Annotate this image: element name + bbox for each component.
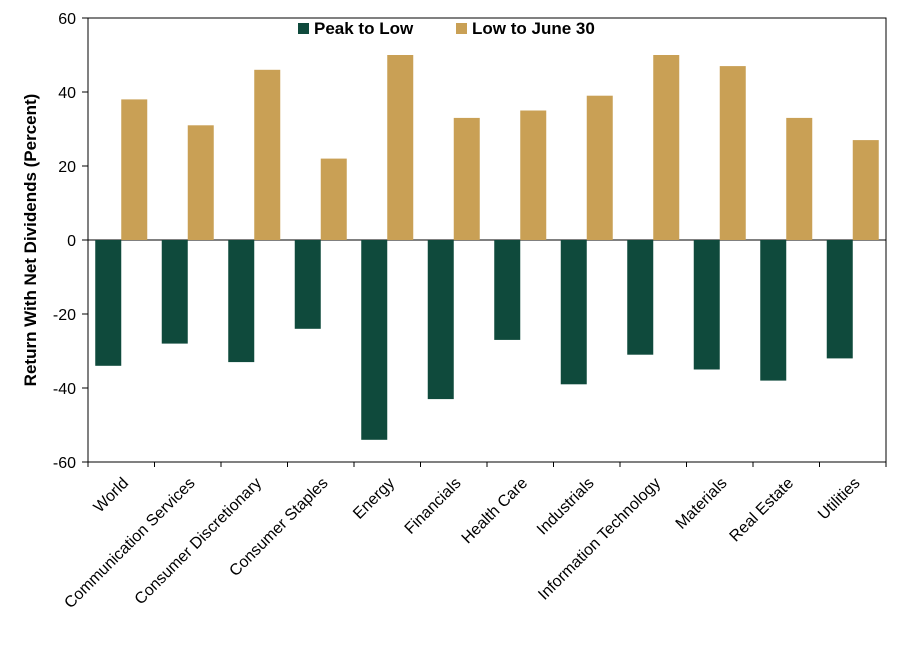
bar-low-to-june-30 — [187, 125, 214, 240]
bar-peak-to-low — [760, 240, 787, 381]
bar-peak-to-low — [693, 240, 720, 370]
bar-peak-to-low — [560, 240, 587, 385]
y-tick-label: -60 — [53, 455, 76, 472]
bar-low-to-june-30 — [852, 140, 879, 240]
x-tick-label: Communication Services — [61, 475, 198, 612]
bar-low-to-june-30 — [387, 55, 414, 240]
y-tick-label: 20 — [58, 159, 76, 176]
y-tick-label: -20 — [53, 307, 76, 324]
x-tick-label: Financials — [402, 475, 465, 538]
bar-peak-to-low — [826, 240, 853, 359]
x-tick-label: World — [91, 475, 132, 516]
legend-swatch — [456, 23, 467, 34]
bar-low-to-june-30 — [320, 158, 347, 240]
bar-low-to-june-30 — [786, 117, 813, 240]
bar-low-to-june-30 — [586, 95, 613, 240]
bar-low-to-june-30 — [254, 69, 281, 240]
x-tick-label: Industrials — [534, 475, 598, 539]
bar-peak-to-low — [627, 240, 654, 355]
bar-peak-to-low — [427, 240, 454, 400]
bar-peak-to-low — [294, 240, 321, 329]
y-tick-label: 60 — [58, 11, 76, 28]
bar-peak-to-low — [161, 240, 188, 344]
y-tick-label: 0 — [67, 233, 76, 250]
bar-low-to-june-30 — [520, 110, 547, 240]
legend-swatch — [298, 23, 309, 34]
legend-label: Peak to Low — [314, 19, 414, 38]
bar-peak-to-low — [95, 240, 122, 366]
y-axis-title: Return With Net Dividends (Percent) — [21, 94, 40, 387]
bar-low-to-june-30 — [719, 66, 746, 240]
bar-low-to-june-30 — [121, 99, 148, 241]
x-tick-label: Health Care — [459, 475, 531, 547]
x-tick-label: Utilities — [815, 475, 863, 523]
bar-low-to-june-30 — [453, 117, 480, 240]
x-tick-label: Information Technology — [535, 475, 664, 604]
x-tick-label: Real Estate — [727, 475, 798, 546]
x-tick-label: Materials — [673, 475, 731, 533]
bar-low-to-june-30 — [653, 55, 680, 240]
x-tick-label: Consumer Discretionary — [132, 475, 265, 608]
y-tick-label: -40 — [53, 381, 76, 398]
x-tick-label: Energy — [350, 475, 398, 523]
y-tick-label: 40 — [58, 85, 76, 102]
bar-peak-to-low — [494, 240, 521, 340]
bar-peak-to-low — [361, 240, 388, 440]
bar-peak-to-low — [228, 240, 255, 363]
legend-label: Low to June 30 — [472, 19, 595, 38]
